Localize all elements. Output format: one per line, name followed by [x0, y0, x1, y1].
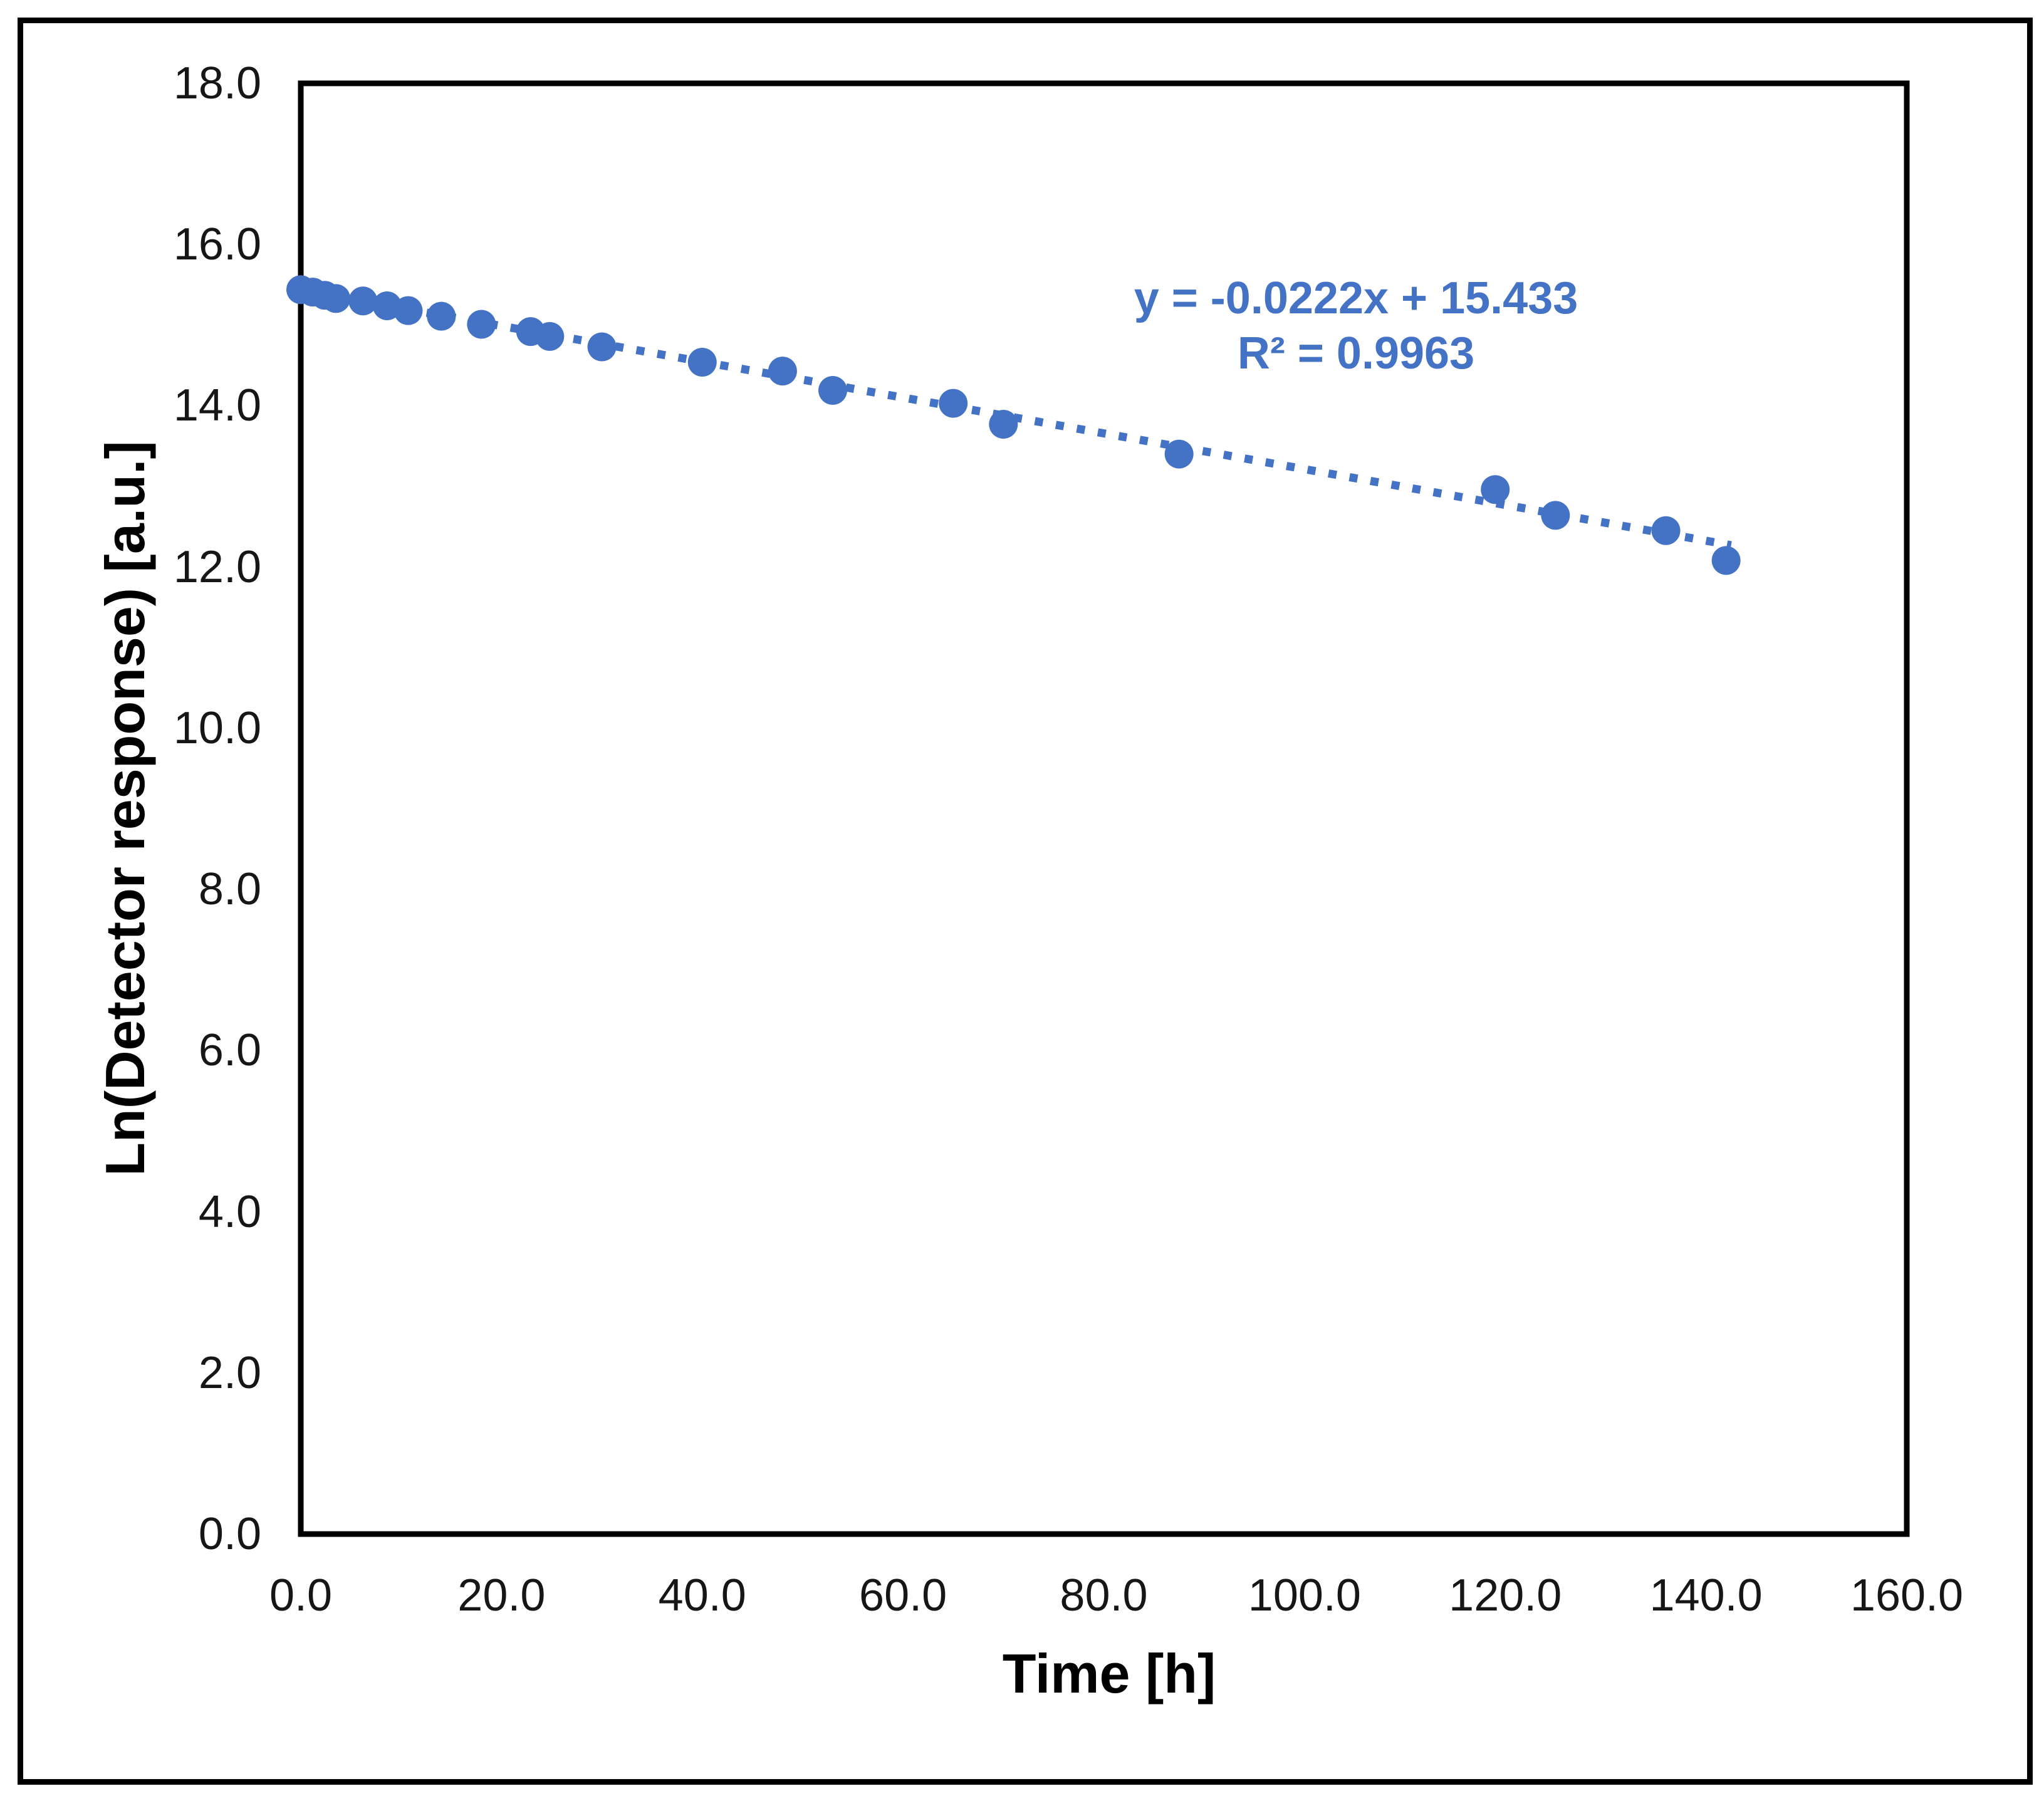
data-point: [587, 332, 617, 362]
trendline-equation-text: y = -0.0222x + 15.433: [1134, 273, 1578, 323]
y-tick-label: 10.0: [173, 702, 261, 753]
y-tick-label: 14.0: [173, 380, 261, 431]
y-tick-label: 16.0: [173, 219, 261, 270]
y-tick-label: 12.0: [173, 541, 261, 592]
y-tick-label: 8.0: [198, 864, 261, 915]
data-point: [939, 389, 968, 418]
x-tick-label: 80.0: [1060, 1570, 1148, 1621]
plot-area-border: [298, 80, 1910, 1537]
chart-outer-frame: [18, 18, 2033, 1785]
data-point: [768, 357, 797, 386]
data-point: [818, 376, 847, 405]
y-tick-label: 4.0: [198, 1186, 261, 1237]
y-tick-label: 2.0: [198, 1347, 261, 1398]
x-tick-label: 120.0: [1449, 1570, 1562, 1621]
data-point: [1164, 439, 1194, 469]
trendline-annotation: y = -0.0222x + 15.433 R² = 0.9963: [1134, 271, 1578, 381]
x-tick-label: 40.0: [658, 1570, 746, 1621]
x-tick-label: 20.0: [457, 1570, 546, 1621]
x-tick-label: 60.0: [859, 1570, 947, 1621]
data-point: [348, 286, 378, 316]
x-tick-label: 0.0: [269, 1570, 333, 1621]
data-point: [1651, 516, 1681, 545]
data-point: [427, 301, 456, 331]
y-axis-title: Ln(Detector response) [a.u.]: [94, 441, 156, 1176]
x-tick-label: 140.0: [1649, 1570, 1763, 1621]
data-point: [394, 296, 423, 325]
y-tick-label: 18.0: [173, 58, 261, 108]
data-point: [989, 410, 1018, 439]
data-point: [535, 321, 565, 351]
data-point: [467, 310, 496, 339]
data-point: [1481, 475, 1510, 504]
data-point: [1541, 501, 1570, 530]
x-axis-title: Time [h]: [1002, 1642, 1216, 1705]
trendline-r2-text: R² = 0.9963: [1237, 328, 1475, 379]
y-tick-label: 0.0: [198, 1509, 261, 1559]
y-tick-label: 6.0: [198, 1025, 261, 1076]
data-point: [687, 347, 717, 377]
data-point: [1711, 546, 1741, 575]
x-tick-label: 100.0: [1248, 1570, 1361, 1621]
data-point: [321, 284, 351, 313]
x-tick-label: 160.0: [1850, 1570, 1964, 1621]
